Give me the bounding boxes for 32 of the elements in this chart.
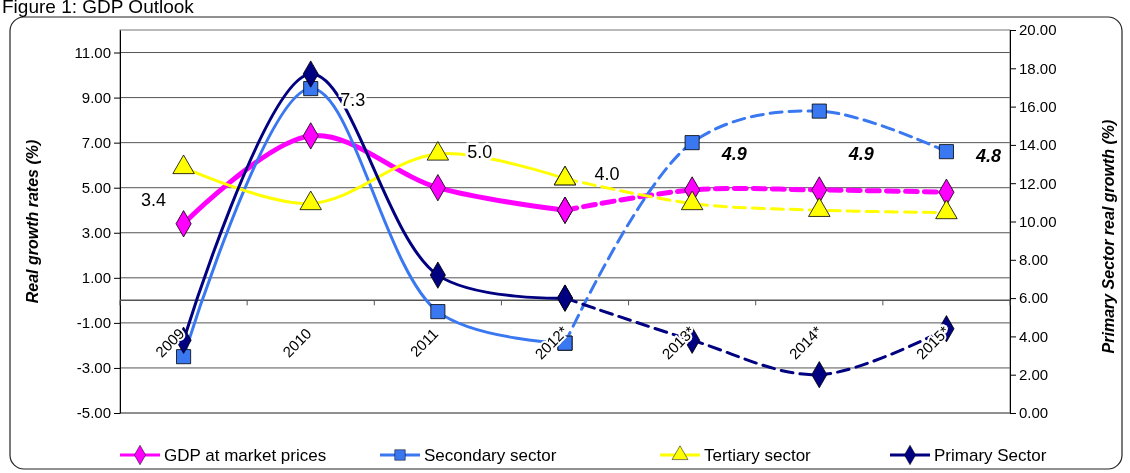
y-tick-label: 3.00 xyxy=(81,224,111,242)
y-tick-label: 9.00 xyxy=(81,88,111,106)
y2-tick-label: 6.00 xyxy=(1019,289,1049,307)
data-label: 4.9 xyxy=(847,143,874,164)
y2-tick-label: 10.00 xyxy=(1019,212,1057,230)
data-label: 4.0 xyxy=(594,164,620,185)
y2-tick-label: 4.00 xyxy=(1019,327,1049,345)
legend-label: Secondary sector xyxy=(424,446,557,465)
y2-tick-label: 8.00 xyxy=(1019,251,1049,269)
chart-title: Figure 1: GDP Outlook xyxy=(2,0,195,17)
y2-tick-label: 16.00 xyxy=(1019,97,1057,115)
legend-label: Primary Sector xyxy=(934,446,1047,465)
y2-tick-label: 2.00 xyxy=(1019,366,1049,383)
y2-axis-title: Primary Sector real growth (%) xyxy=(1100,119,1117,354)
y-axis-title: Real growth rates (%) xyxy=(24,139,41,304)
y-tick-label: -3.00 xyxy=(76,359,111,377)
y2-tick-label: 20.00 xyxy=(1019,21,1057,39)
legend-label: GDP at market prices xyxy=(164,446,327,465)
y-tick-label: 7.00 xyxy=(81,133,111,151)
y-tick-label: 1.00 xyxy=(81,269,111,287)
y2-tick-label: 12.00 xyxy=(1019,174,1057,192)
y2-tick-label: 14.00 xyxy=(1019,136,1057,154)
data-label: 4.9 xyxy=(720,143,747,164)
y-tick-label: 5.00 xyxy=(81,179,111,197)
data-label: 4.8 xyxy=(974,146,1001,167)
y-tick-label: 11.00 xyxy=(74,43,111,61)
y-tick-label: -1.00 xyxy=(76,314,111,332)
y2-tick-label: 0.00 xyxy=(1019,404,1049,422)
legend-label: Tertiary sector xyxy=(704,446,812,465)
y2-tick-label: 18.00 xyxy=(1019,59,1057,77)
y-tick-label: -5.00 xyxy=(76,404,111,422)
data-label: 3.4 xyxy=(141,189,167,210)
